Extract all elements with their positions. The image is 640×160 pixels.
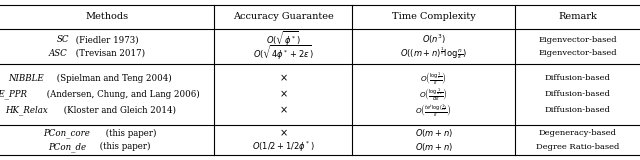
Text: $O(1/2+1/2\phi^*)$: $O(1/2+1/2\phi^*)$	[252, 140, 315, 154]
Text: HK_Relax: HK_Relax	[6, 106, 48, 115]
Text: $O(m+n)$: $O(m+n)$	[415, 141, 452, 153]
Text: Diffusion-based: Diffusion-based	[545, 90, 611, 98]
Text: Methods: Methods	[86, 12, 129, 21]
Text: Degree Ratio-based: Degree Ratio-based	[536, 143, 620, 151]
Text: Remark: Remark	[558, 12, 597, 21]
Text: Degeneracy-based: Degeneracy-based	[539, 129, 616, 137]
Text: (this paper): (this paper)	[97, 142, 151, 151]
Text: $O\left(\frac{\log\frac{1}{\alpha\epsilon}}{\alpha\epsilon}\right)$: $O\left(\frac{\log\frac{1}{\alpha\epsilo…	[419, 86, 448, 102]
Text: (Trevisan 2017): (Trevisan 2017)	[73, 49, 145, 58]
Text: Time Complexity: Time Complexity	[392, 12, 476, 21]
Text: NIBBLE_PPR: NIBBLE_PPR	[0, 90, 28, 99]
Text: (this paper): (this paper)	[103, 129, 157, 138]
Text: ASC (Trevisan 2017): ASC (Trevisan 2017)	[61, 49, 153, 58]
Text: Eigenvector-based: Eigenvector-based	[538, 49, 617, 57]
Text: (Fiedler 1973): (Fiedler 1973)	[73, 35, 138, 44]
Text: NIBBLE_PPR (Andersen, Chung, and Lang 2006): NIBBLE_PPR (Andersen, Chung, and Lang 20…	[1, 89, 214, 99]
Text: (Kloster and Gleich 2014): (Kloster and Gleich 2014)	[61, 106, 175, 115]
Text: SC (Fiedler 1973): SC (Fiedler 1973)	[68, 35, 147, 44]
Text: $\times$: $\times$	[279, 105, 287, 116]
Text: $O(\sqrt{4\phi^*+2\epsilon})$: $O(\sqrt{4\phi^*+2\epsilon})$	[253, 44, 314, 63]
Text: Diffusion-based: Diffusion-based	[545, 106, 611, 114]
Text: $O(\sqrt{\phi^*})$: $O(\sqrt{\phi^*})$	[266, 30, 301, 49]
Text: Eigenvector-based: Eigenvector-based	[538, 36, 617, 44]
Text: SC: SC	[57, 35, 69, 44]
Text: NIBBLE (Spielman and Teng 2004): NIBBLE (Spielman and Teng 2004)	[31, 74, 184, 83]
Text: PCon_de: PCon_de	[48, 142, 86, 152]
Text: $O\left(\frac{te^t\log(\frac{1}{\epsilon})}{\epsilon}\right)$: $O\left(\frac{te^t\log(\frac{1}{\epsilon…	[415, 102, 452, 118]
Text: $\times$: $\times$	[279, 73, 287, 84]
Text: NIBBLE: NIBBLE	[8, 74, 44, 83]
Text: PCon_core (this paper): PCon_core (this paper)	[57, 128, 157, 138]
Text: $O((m+n)^{\frac{1}{\epsilon}}\log\frac{n}{\epsilon})$: $O((m+n)^{\frac{1}{\epsilon}}\log\frac{n…	[400, 45, 467, 61]
Text: PCon_de (this paper): PCon_de (this paper)	[61, 142, 153, 152]
Text: HK_Relax (Kloster and Gleich 2014): HK_Relax (Kloster and Gleich 2014)	[28, 105, 186, 115]
Text: $\times$: $\times$	[279, 89, 287, 100]
Text: (Spielman and Teng 2004): (Spielman and Teng 2004)	[54, 74, 172, 83]
Text: $O\left(\frac{\log\frac{1}{\epsilon}}{\epsilon}\right)$: $O\left(\frac{\log\frac{1}{\epsilon}}{\e…	[420, 70, 447, 86]
Text: $O(m+n)$: $O(m+n)$	[415, 127, 452, 139]
Text: $\times$: $\times$	[279, 128, 287, 138]
Text: (Andersen, Chung, and Lang 2006): (Andersen, Chung, and Lang 2006)	[44, 90, 200, 99]
Text: ASC: ASC	[49, 49, 67, 58]
Text: Accuracy Guarantee: Accuracy Guarantee	[233, 12, 333, 21]
Text: PCon_core: PCon_core	[43, 128, 90, 138]
Text: $O(n^3)$: $O(n^3)$	[422, 33, 445, 46]
Text: Diffusion-based: Diffusion-based	[545, 74, 611, 82]
